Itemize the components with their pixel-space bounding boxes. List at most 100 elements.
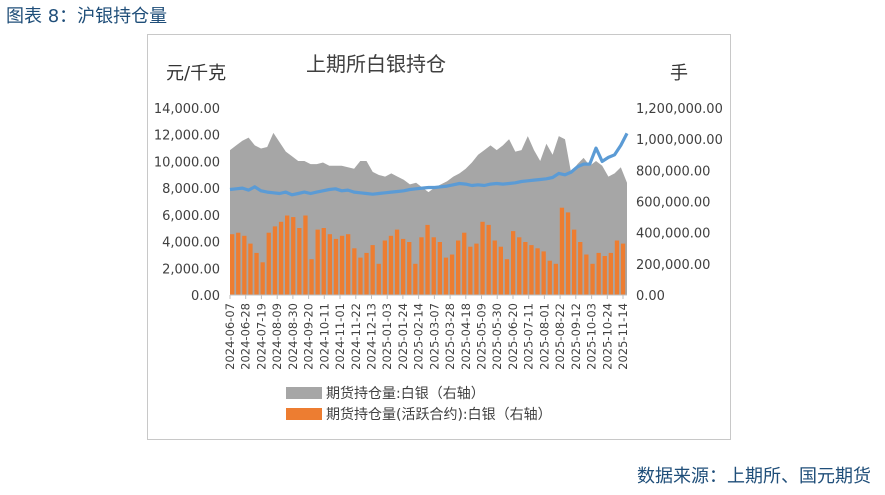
legend-label: 期货持仓量:白银（右轴） (326, 385, 485, 402)
x-tick-label: 2025-02-14 (412, 303, 426, 370)
left-axis-label: 元/千克 (166, 63, 226, 84)
x-tick-label: 2025-01-24 (396, 303, 410, 370)
left-tick-label: 12,000.00 (154, 129, 220, 144)
bar-active-contract (242, 235, 247, 295)
bar-active-contract (498, 246, 503, 295)
x-tick-label: 2025-04-18 (459, 303, 473, 370)
bar-active-contract (364, 252, 369, 295)
x-tick-label: 2025-03-07 (427, 303, 441, 370)
x-tick-label: 2025-06-20 (506, 303, 520, 370)
bar-active-contract (486, 224, 491, 295)
bar-active-contract (614, 240, 620, 295)
x-tick-label: 2025-11-14 (616, 303, 630, 370)
bar-active-contract (327, 234, 332, 295)
bar-active-contract (504, 259, 510, 295)
bar-active-contract (339, 235, 345, 295)
x-tick-label: 2024-07-19 (254, 303, 268, 370)
bar-active-contract (230, 234, 235, 295)
bar-active-contract (443, 257, 449, 295)
bar-active-contract (297, 228, 302, 295)
bar-active-contract (474, 243, 479, 295)
left-tick-label: 14,000.00 (154, 102, 220, 117)
left-tick-label: 2,000.00 (162, 262, 220, 277)
bar-active-contract (578, 242, 583, 295)
bar-active-contract (517, 237, 522, 295)
bar-active-contract (352, 248, 357, 296)
bar-active-contract (291, 217, 296, 295)
bar-active-contract (437, 242, 442, 295)
x-tick-label: 2025-10-24 (600, 303, 614, 370)
x-tick-label: 2024-06-28 (239, 303, 253, 370)
bar-active-contract (523, 242, 528, 295)
right-tick-label: 0.00 (636, 289, 665, 304)
bar-series-layer (230, 207, 626, 296)
bar-active-contract (407, 242, 412, 295)
bar-active-contract (565, 212, 571, 295)
right-axis-label: 手 (670, 63, 688, 84)
x-tick-label: 2024-08-09 (270, 303, 284, 370)
bar-active-contract (480, 221, 485, 295)
x-tick-label: 2024-12-13 (365, 303, 379, 370)
line-series-price (229, 132, 629, 197)
bar-active-contract (620, 243, 626, 295)
x-tick-label: 2024-09-20 (302, 303, 316, 370)
right-tick-label: 200,000.00 (636, 258, 710, 273)
right-tick-label: 1,200,000.00 (636, 102, 723, 117)
bar-active-contract (358, 257, 363, 295)
x-tick-label: 2025-07-11 (522, 303, 536, 370)
bar-active-contract (413, 263, 418, 295)
x-tick-label: 2024-10-11 (317, 303, 331, 370)
bar-active-contract (529, 245, 534, 295)
left-tick-label: 8,000.00 (162, 182, 220, 197)
right-tick-label: 800,000.00 (636, 164, 710, 179)
bar-active-contract (425, 224, 430, 295)
bar-active-contract (248, 243, 253, 295)
bar-active-contract (370, 245, 375, 295)
bar-active-contract (602, 256, 607, 295)
bar-active-contract (388, 235, 394, 295)
x-tick-label: 2025-03-28 (443, 303, 457, 370)
legend-swatch (286, 387, 322, 399)
x-tick-label: 2024-11-22 (349, 303, 363, 370)
bar-active-contract (401, 238, 406, 295)
right-tick-label: 600,000.00 (636, 196, 710, 211)
x-tick-label: 2025-08-22 (553, 303, 567, 370)
bar-active-contract (419, 237, 424, 295)
bar-active-contract (468, 246, 473, 295)
bar-active-contract (596, 252, 601, 295)
chart-frame: 上期所白银持仓 元/千克 手 0.00 2,000.00 4,000.00 6,000… (147, 34, 731, 440)
x-tick-label: 2024-06-07 (223, 303, 237, 370)
bar-active-contract (559, 207, 565, 295)
x-tick-label: 2025-08-01 (537, 303, 551, 370)
bar-active-contract (309, 259, 314, 295)
bar-active-contract (260, 262, 265, 295)
bar-active-contract (394, 229, 400, 295)
bar-active-contract (511, 231, 516, 295)
bar-active-contract (449, 254, 455, 295)
bar-active-contract (285, 215, 290, 295)
axis-layer: 0.00 2,000.00 4,000.00 6,000.00 8,000.00 10,0… (154, 102, 723, 370)
bar-active-contract (590, 263, 595, 295)
x-tick-label: 2025-05-30 (490, 303, 504, 370)
x-tick-label: 2025-09-12 (569, 303, 583, 370)
bar-active-contract (462, 232, 467, 295)
bar-active-contract (584, 254, 589, 295)
bar-active-contract (553, 263, 558, 295)
bar-active-contract (254, 252, 259, 295)
x-tick-label: 2024-08-30 (286, 303, 300, 370)
left-tick-label: 6,000.00 (162, 209, 220, 224)
legend-swatch (286, 408, 322, 420)
line-series-layer (229, 132, 629, 197)
bar-active-contract (321, 228, 326, 295)
bar-active-contract (333, 238, 339, 295)
bar-active-contract (382, 240, 387, 295)
bar-active-contract (266, 232, 271, 295)
right-tick-label: 400,000.00 (636, 227, 710, 242)
x-tick-label: 2024-11-01 (333, 303, 347, 370)
legend-label: 期货持仓量(活跃合约):白银（右轴） (326, 406, 552, 423)
left-tick-label: 0.00 (191, 289, 220, 304)
bar-active-contract (236, 232, 241, 295)
left-tick-label: 4,000.00 (162, 236, 220, 251)
bar-active-contract (278, 221, 284, 295)
chart-svg: 上期所白银持仓 元/千克 手 0.00 2,000.00 4,000.00 6,000… (154, 52, 723, 423)
